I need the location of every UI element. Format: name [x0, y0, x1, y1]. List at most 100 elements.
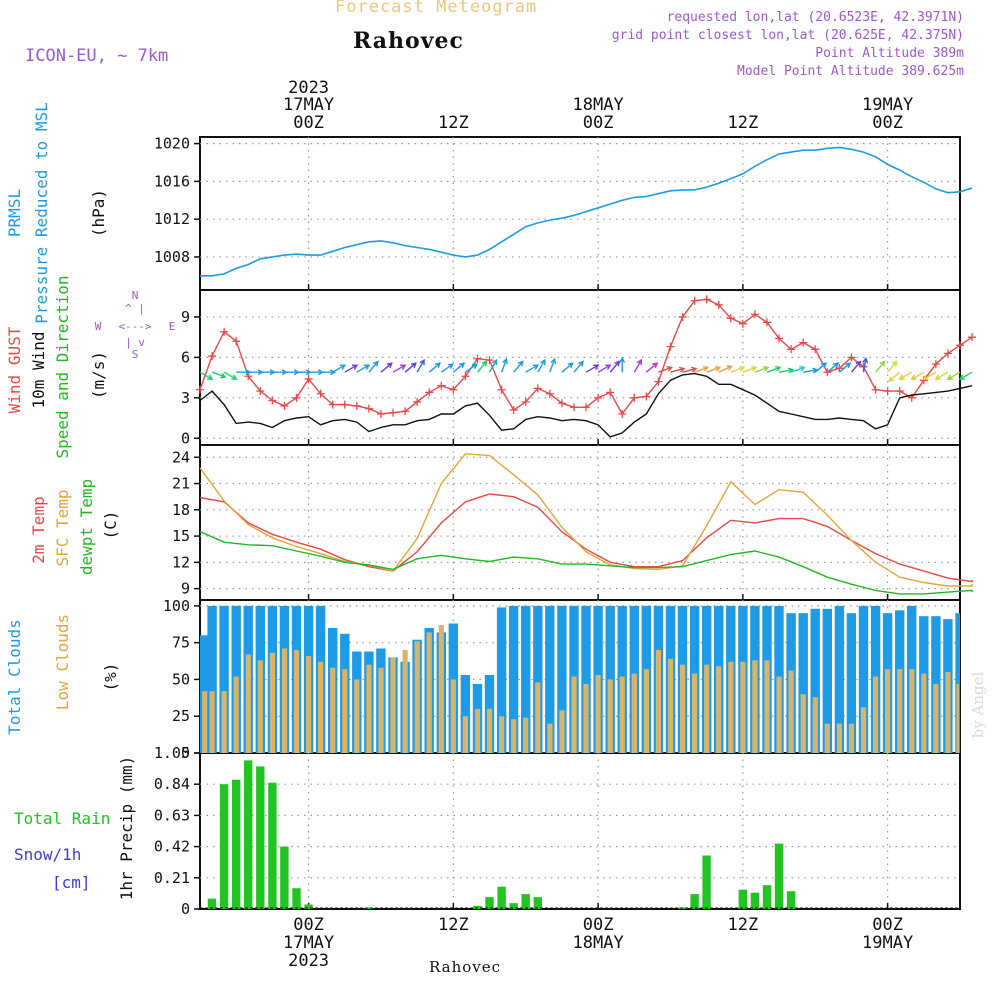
- low-clouds-bar: [860, 707, 867, 753]
- total-clouds-bar: [846, 613, 857, 753]
- wind-direction-arrow: [549, 357, 557, 373]
- y-tick-label: 25: [172, 707, 190, 725]
- low-clouds-bar: [402, 650, 408, 753]
- low-clouds-bar: [511, 719, 517, 753]
- low-clouds-bar: [897, 669, 903, 753]
- low-clouds-bar: [643, 669, 649, 753]
- legend-sfc-temp: SFC Temp: [53, 489, 72, 566]
- legend-prmsl: PRMSL: [5, 189, 24, 237]
- legend-temp-unit: (C): [101, 511, 120, 540]
- bottom-date-label: 17MAY: [283, 933, 334, 953]
- wind-gust-marker: [582, 403, 591, 412]
- legend-snow: Snow/1h: [14, 845, 81, 864]
- wind-direction-arrow: [392, 364, 407, 373]
- wind-gust-marker: [799, 338, 808, 347]
- wind-gust-marker: [376, 410, 385, 418]
- top-hour-label: 12Z: [727, 113, 758, 133]
- wind-direction-arrow: [682, 366, 698, 373]
- low-clouds-bar: [499, 716, 505, 753]
- low-clouds-bar: [921, 673, 927, 753]
- wind-gust-marker: [569, 403, 578, 412]
- wind-direction-arrow: [344, 364, 359, 373]
- y-tick-label: 1008: [154, 248, 190, 266]
- wind-direction-arrow: [670, 366, 686, 373]
- bottom-hour-label: 12Z: [438, 915, 469, 935]
- total-clouds-bar: [581, 605, 591, 753]
- wind-direction-arrow: [585, 364, 600, 373]
- wind-gust-marker: [413, 397, 422, 406]
- wind-direction-arrow: [706, 366, 722, 373]
- wind-gust-marker: [787, 345, 796, 354]
- wind-gust-marker: [931, 360, 940, 369]
- legend-low-clouds: Low Clouds: [53, 614, 72, 710]
- y-tick-label: 0.42: [154, 838, 190, 856]
- wind-gust-marker: [545, 389, 554, 398]
- wind-direction-arrow: [766, 366, 782, 373]
- low-clouds-bar: [209, 691, 215, 753]
- bottom-hour-label: 12Z: [727, 915, 758, 935]
- low-clouds-bar: [450, 679, 456, 753]
- low-clouds-bar: [426, 632, 432, 753]
- wind-gust-marker: [220, 327, 229, 336]
- wind-direction-arrow: [525, 364, 540, 373]
- low-clouds-bar: [583, 683, 589, 753]
- low-clouds-bar: [692, 673, 698, 753]
- bottom-hour-label: 00Z: [583, 915, 614, 935]
- rain-bar: [786, 891, 796, 909]
- wind-gust-marker: [714, 300, 723, 309]
- low-clouds-bar: [945, 672, 951, 753]
- total-clouds-bar: [810, 608, 820, 753]
- rain-bar: [219, 784, 229, 909]
- total-clouds-bar: [955, 613, 960, 753]
- compass-arrows-up: ^ |: [125, 302, 145, 315]
- wind-direction-arrow: [561, 362, 574, 373]
- wind-direction-arrow: [284, 369, 300, 376]
- temp-sfc-line: [199, 453, 973, 587]
- wind-direction-arrow: [887, 360, 898, 373]
- wind-gust-marker: [642, 392, 651, 401]
- wind-direction-arrow: [368, 360, 379, 373]
- wind-direction-arrow: [476, 360, 488, 373]
- y-tick-label: 1012: [154, 210, 190, 228]
- point-altitude: Point Altitude 389m: [815, 46, 964, 61]
- low-clouds-bar: [257, 660, 263, 753]
- legend-wind-unit: (m/s): [89, 351, 108, 399]
- low-clouds-bar: [535, 682, 541, 753]
- wind-gust-marker: [811, 345, 820, 354]
- wind-direction-arrow: [513, 360, 524, 373]
- wind-direction-arrow: [248, 369, 264, 376]
- low-clouds-bar: [486, 708, 493, 753]
- wind-direction-arrow: [803, 367, 819, 374]
- low-clouds-bar: [474, 708, 481, 753]
- y-tick-label: 0: [181, 744, 190, 762]
- wind-gust-marker: [352, 401, 361, 410]
- low-clouds-bar: [956, 683, 959, 753]
- wind-direction-arrow: [754, 366, 770, 373]
- wind-gust-marker: [750, 310, 759, 319]
- low-clouds-bar: [909, 669, 915, 753]
- wind-direction-arrow: [488, 358, 498, 373]
- wind-gust-marker: [594, 393, 603, 402]
- wind-gust-marker: [618, 410, 627, 418]
- y-tick-label: 0.63: [154, 806, 190, 824]
- wind-speed-line: [199, 372, 973, 438]
- wind-direction-arrow: [404, 362, 417, 373]
- legend-total-clouds: Total Clouds: [5, 619, 24, 735]
- wind-gust-marker: [690, 296, 699, 305]
- wind-gust-marker: [919, 376, 928, 385]
- compass-arrows-down: | v: [125, 336, 145, 349]
- legend-total-rain: Total Rain: [14, 809, 110, 828]
- wind-direction-arrow: [694, 366, 710, 373]
- y-tick-label: 15: [172, 527, 190, 545]
- panel-frame: [199, 752, 961, 910]
- rain-bar: [364, 907, 374, 909]
- bottom-hour-label: 00Z: [872, 915, 903, 935]
- low-clouds-bar: [607, 679, 613, 753]
- wind-gust-marker: [232, 337, 241, 346]
- data-layer: [196, 146, 977, 909]
- wind-direction-arrow: [537, 358, 546, 373]
- wind-direction-arrow: [320, 369, 337, 376]
- low-clouds-bar: [354, 679, 360, 753]
- y-tick-label: 0.84: [154, 775, 190, 793]
- low-clouds-bar: [330, 667, 336, 753]
